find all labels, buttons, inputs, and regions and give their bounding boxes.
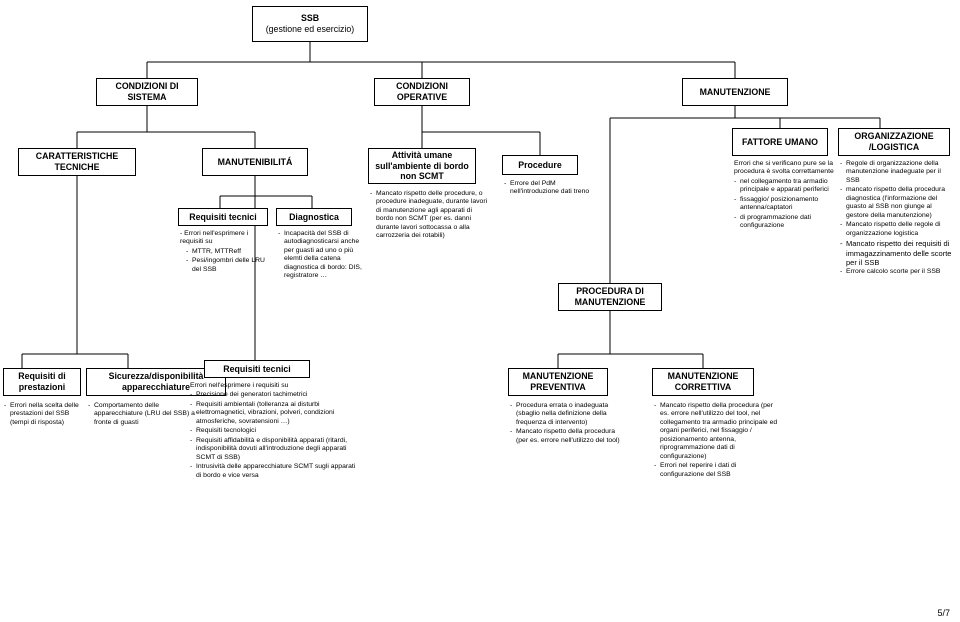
node-manutenibilita: MANUTENIBILITÁ xyxy=(202,148,308,176)
detail-procedure: Errore del PdM nell'introduzione dati tr… xyxy=(504,180,598,198)
label: Procedure xyxy=(518,160,562,171)
detail-diagnostica: Incapacità del SSB di autodiagnosticarsi… xyxy=(278,230,364,282)
label: MANUTENZIONE CORRETTIVA xyxy=(658,371,748,392)
label: MANUTENZIONE xyxy=(700,87,771,98)
root-title: SSB xyxy=(301,13,319,24)
label: Requisiti di prestazioni xyxy=(9,371,75,392)
label: CARATTERISTICHE TECNICHE xyxy=(24,151,130,172)
detail-req-prestazioni: Errori nella scelta delle prestazioni de… xyxy=(4,402,84,428)
detail-organizzazione: Regole di organizzazione della manutenzi… xyxy=(840,160,954,278)
root-sub: (gestione ed esercizio) xyxy=(266,24,355,35)
node-fattore-umano: FATTORE UMANO xyxy=(732,128,828,156)
node-caratteristiche: CARATTERISTICHE TECNICHE xyxy=(18,148,136,176)
node-man-correttiva: MANUTENZIONE CORRETTIVA xyxy=(652,368,754,396)
node-attivita: Attività umane sull'ambiente di bordo no… xyxy=(368,148,476,184)
node-root: SSB (gestione ed esercizio) xyxy=(252,6,368,42)
detail-req-tecnici-big: Errori nell'esprimere i requisiti su Pre… xyxy=(190,382,358,481)
label: CONDIZIONI DI SISTEMA xyxy=(102,81,192,102)
detail-man-preventiva: Procedura errata o inadeguata (sbaglio n… xyxy=(510,402,622,446)
detail-fattore: Errori che si verificano pure se la proc… xyxy=(734,160,834,232)
detail-sicurezza: Comportamento delle apparecchiature (LRU… xyxy=(88,402,198,428)
node-manutenzione: MANUTENZIONE xyxy=(682,78,788,106)
label: MANUTENIBILITÁ xyxy=(218,157,293,168)
node-organizzazione: ORGANIZZAZIONE /LOGISTICA xyxy=(838,128,950,156)
node-req-tecnici-big: Requisiti tecnici xyxy=(204,360,310,378)
label: Diagnostica xyxy=(289,212,339,223)
label: CONDIZIONI OPERATIVE xyxy=(380,81,464,102)
node-condizioni-operative: CONDIZIONI OPERATIVE xyxy=(374,78,470,106)
label: MANUTENZIONE PREVENTIVA xyxy=(514,371,602,392)
node-procedure: Procedure xyxy=(502,155,578,175)
label: Requisiti tecnici xyxy=(189,212,256,223)
page-number: 5/7 xyxy=(937,608,950,618)
detail-man-correttiva: Mancato rispetto della procedura (per es… xyxy=(654,402,778,480)
node-req-prestazioni: Requisiti di prestazioni xyxy=(3,368,81,396)
node-man-preventiva: MANUTENZIONE PREVENTIVA xyxy=(508,368,608,396)
label: Attività umane sull'ambiente di bordo no… xyxy=(374,150,470,182)
node-diagnostica: Diagnostica xyxy=(276,208,352,226)
label: FATTORE UMANO xyxy=(742,137,818,148)
detail-attivita: Mancato rispetto delle procedure, o proc… xyxy=(370,190,488,242)
label: Requisiti tecnici xyxy=(223,364,290,375)
label: ORGANIZZAZIONE /LOGISTICA xyxy=(844,131,944,152)
label: PROCEDURA DI MANUTENZIONE xyxy=(564,286,656,307)
detail-req-tecnici-small: - Errori nell'esprimere i requisiti su M… xyxy=(180,230,272,275)
node-condizioni-sistema: CONDIZIONI DI SISTEMA xyxy=(96,78,198,106)
node-procedura-manutenzione: PROCEDURA DI MANUTENZIONE xyxy=(558,283,662,311)
node-req-tecnici-small: Requisiti tecnici xyxy=(178,208,268,226)
